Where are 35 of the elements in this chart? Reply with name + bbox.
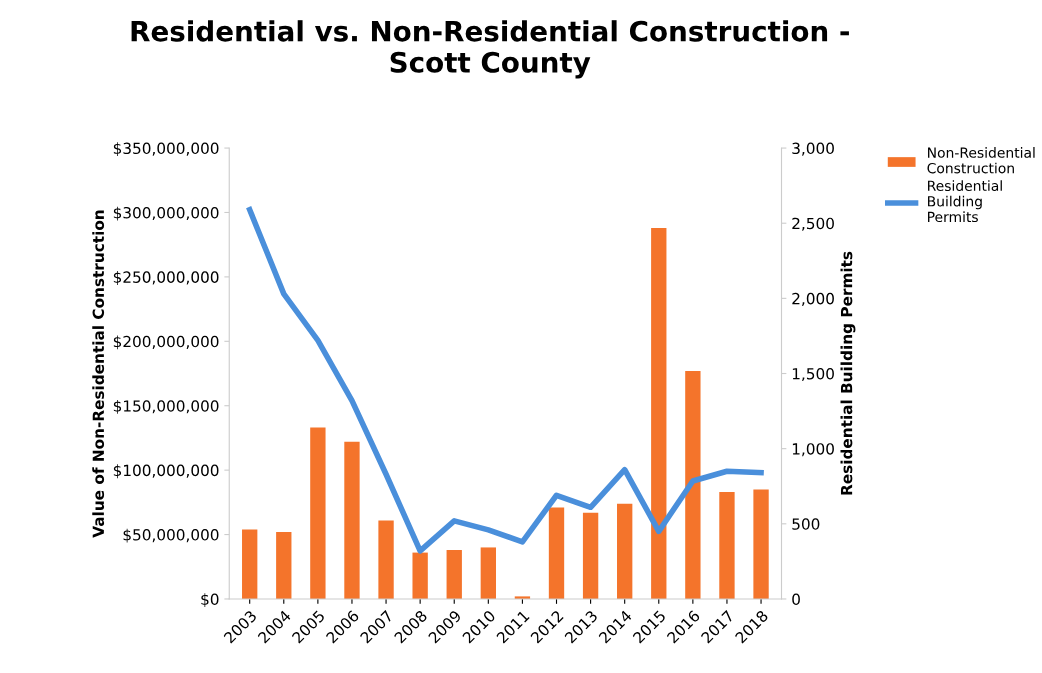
bar bbox=[276, 531, 292, 599]
y-axis-title: Value of Non-Residential Construction bbox=[92, 210, 105, 538]
y-tick-label: $200,000,000 bbox=[113, 335, 219, 350]
y-tick-label: $250,000,000 bbox=[113, 271, 219, 285]
y-tick-label: $0 bbox=[201, 593, 219, 608]
chart-title: Residential vs. Non-Residential Construction - Scott County bbox=[131, 20, 849, 79]
bar bbox=[446, 550, 462, 599]
y2-tick-label: 2,500 bbox=[792, 217, 834, 231]
bar bbox=[378, 520, 394, 599]
y-tick-label: $100,000,000 bbox=[113, 464, 219, 479]
y-tick-label: $350,000,000 bbox=[113, 142, 219, 157]
y2-tick-label: 1,500 bbox=[792, 367, 834, 382]
y-tick-label: $300,000,000 bbox=[113, 206, 219, 221]
bar bbox=[582, 512, 599, 599]
y2-tick-label: 1,000 bbox=[792, 443, 834, 457]
bar bbox=[344, 441, 360, 599]
bar bbox=[310, 427, 326, 599]
bar bbox=[480, 547, 496, 599]
y2-axis-title: Residential Building Permits bbox=[840, 251, 856, 495]
y2-tick-label: 0 bbox=[792, 593, 800, 605]
y-tick-label: $50,000,000 bbox=[123, 528, 219, 543]
bar bbox=[685, 370, 701, 599]
y2-tick-label: 2,000 bbox=[792, 292, 834, 306]
bar bbox=[242, 529, 258, 599]
bar bbox=[753, 489, 769, 599]
y-tick-label: $150,000,000 bbox=[113, 399, 219, 414]
bar bbox=[719, 492, 735, 599]
y2-tick-label: 500 bbox=[792, 518, 820, 530]
legend-label: Residential Building Permits bbox=[928, 180, 1002, 223]
bar bbox=[412, 552, 428, 599]
bar bbox=[617, 503, 633, 599]
y2-tick-label: 3,000 bbox=[792, 142, 834, 156]
bar bbox=[548, 507, 565, 599]
legend-label: Non-Residential Construction bbox=[927, 147, 1035, 174]
bar bbox=[651, 227, 667, 599]
